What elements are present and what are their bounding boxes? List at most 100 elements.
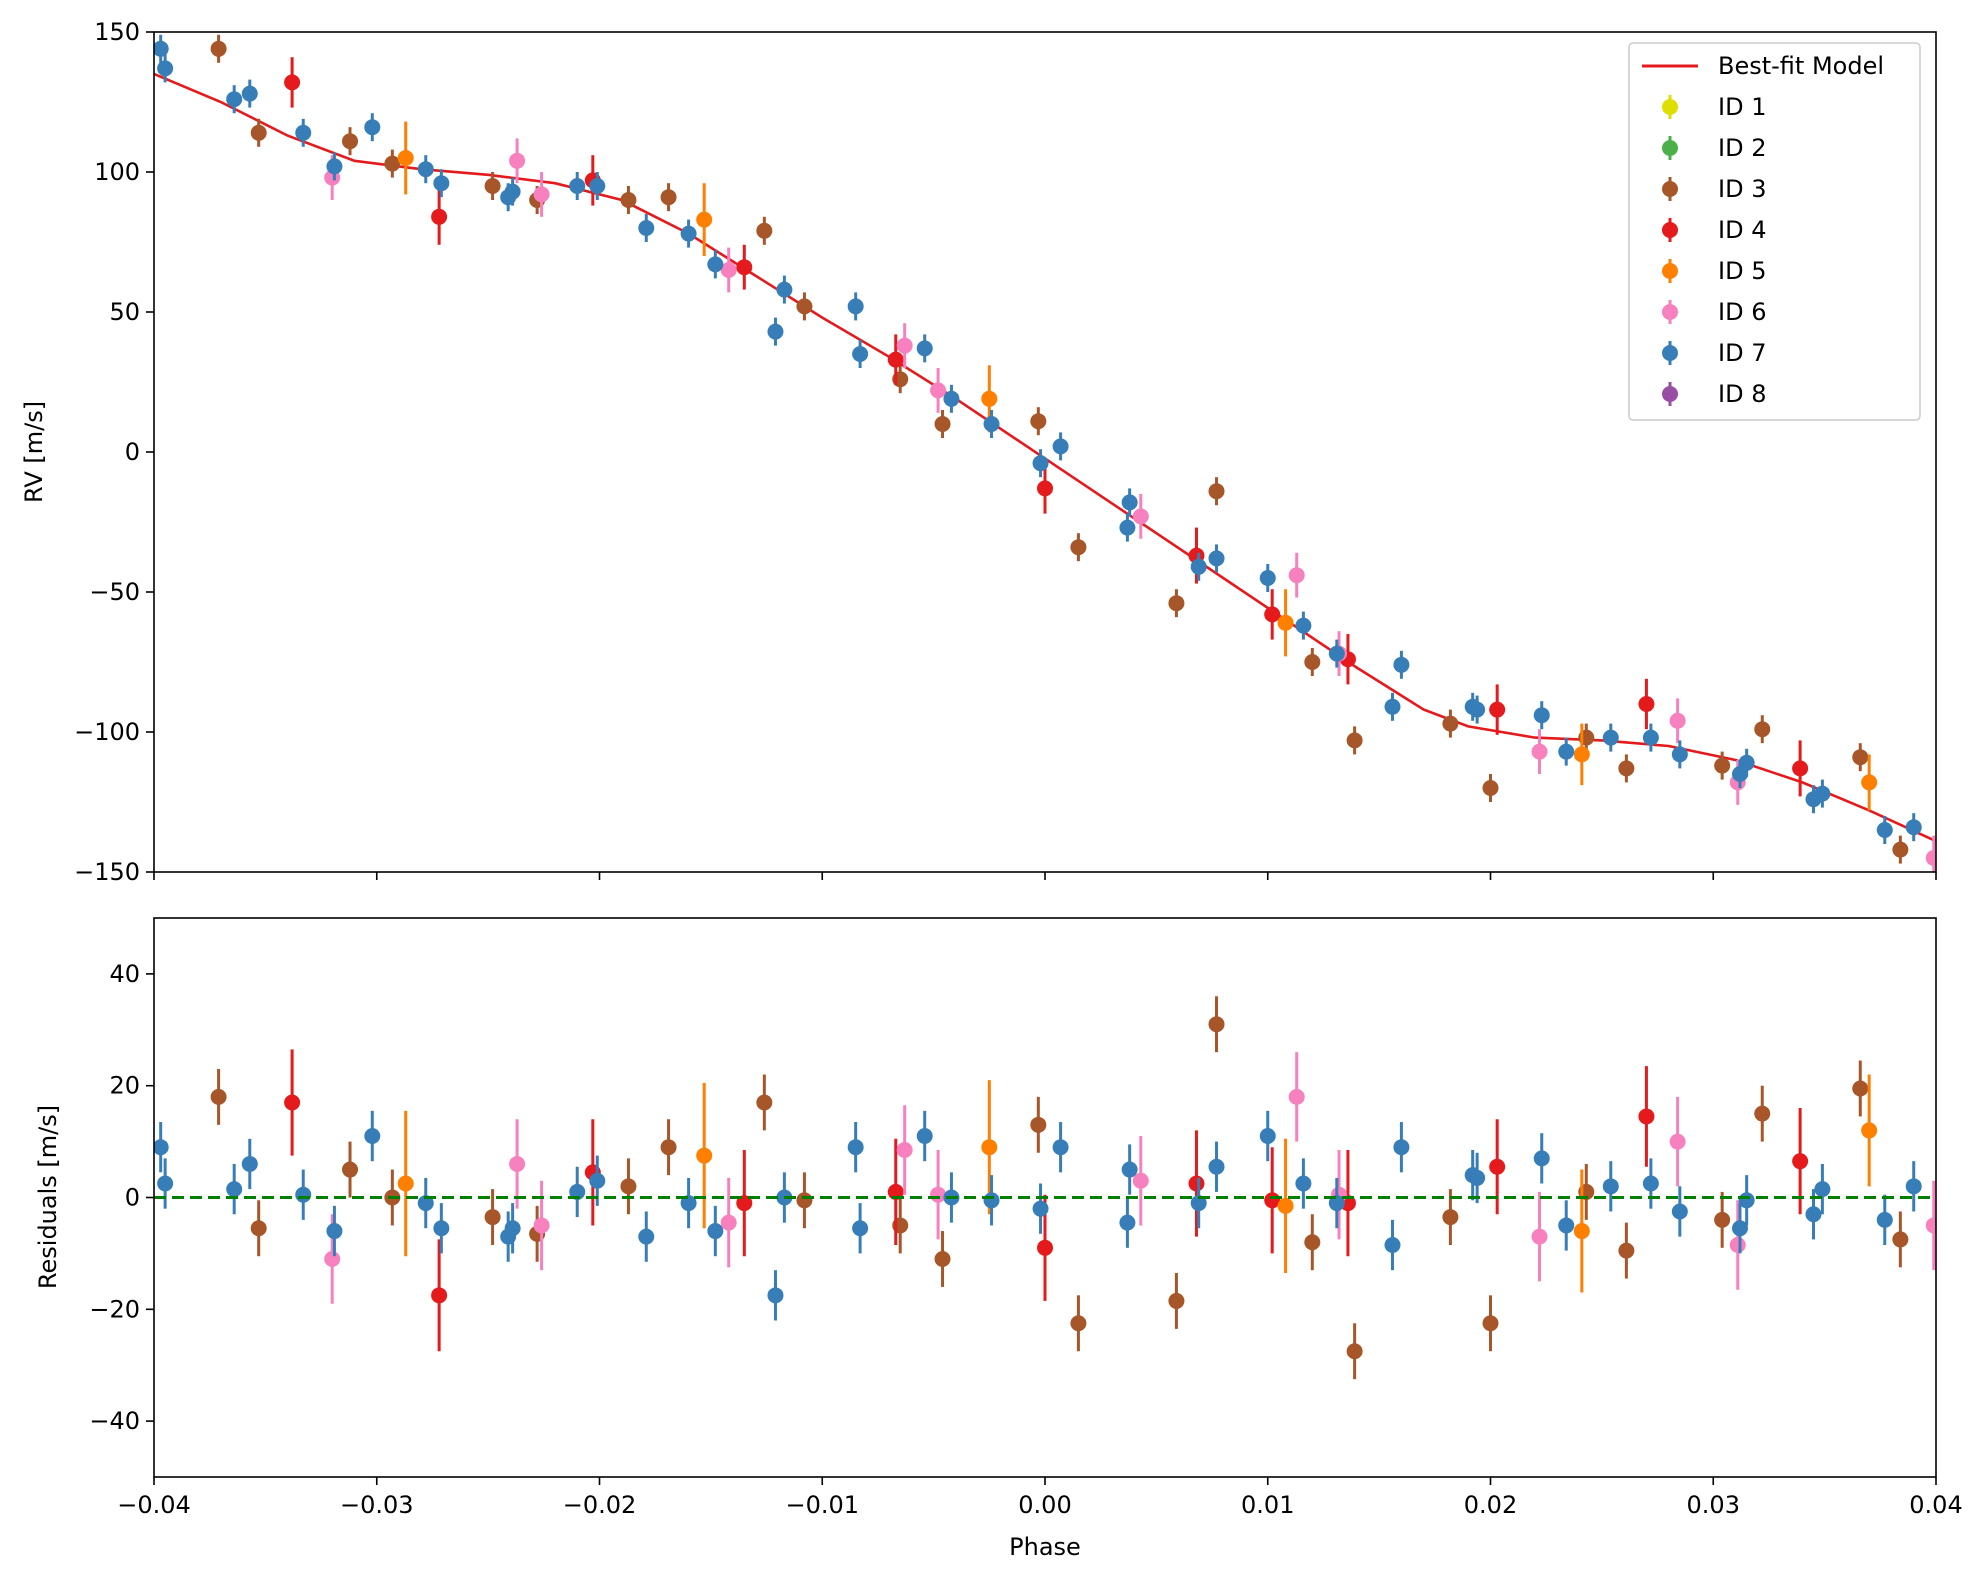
legend-marker-swatch [1662, 304, 1678, 320]
data-point [1190, 558, 1207, 575]
data-point [1168, 1292, 1185, 1309]
data-point [1259, 570, 1276, 586]
data-point [696, 1147, 713, 1164]
rv-y-ticks: 150 100 50 0 −50 −100 −150 [74, 18, 154, 886]
data-point [1905, 819, 1922, 836]
data-point [1892, 1231, 1909, 1248]
rv-plot-area [154, 34, 1936, 872]
data-point [157, 60, 174, 77]
rv-y-tick-label: −150 [74, 858, 140, 886]
data-point [417, 1195, 434, 1212]
rv-y-tick-label: 150 [94, 18, 140, 46]
legend-marker-swatch [1662, 140, 1678, 156]
data-point [1892, 841, 1909, 858]
data-point [1259, 1128, 1276, 1145]
data-point [638, 220, 655, 236]
data-point [1754, 721, 1771, 738]
data-point [241, 85, 258, 102]
data-point [1876, 1211, 1893, 1228]
data-point [1070, 1315, 1087, 1332]
data-point [1328, 645, 1345, 662]
data-point [533, 1217, 550, 1234]
data-point [1852, 749, 1869, 766]
legend-label: ID 7 [1718, 339, 1766, 367]
data-point [397, 1175, 414, 1192]
data-point [569, 1183, 586, 1200]
data-point [696, 211, 713, 228]
rv-x-ticks [153, 872, 1937, 880]
data-point [1905, 1178, 1922, 1195]
residuals-y-tick-label: 40 [109, 960, 140, 988]
data-point [1328, 1195, 1345, 1212]
data-point [638, 1228, 655, 1245]
data-point [736, 259, 753, 276]
data-point [1861, 1122, 1878, 1139]
data-point [1070, 539, 1087, 556]
data-point [1032, 1200, 1049, 1217]
data-point [509, 1155, 526, 1172]
data-point [1393, 656, 1410, 673]
data-point [1642, 729, 1659, 746]
data-point [1602, 729, 1619, 746]
data-point [767, 323, 784, 340]
data-point [210, 40, 227, 57]
data-point [364, 119, 381, 136]
x-tick-label: 0.02 [1464, 1491, 1517, 1519]
residuals-panel: 40 20 0 −20 −40 −0.04 −0.03 −0.02 −0.01 0.00 0.01… [34, 917, 1963, 1561]
legend-frame [1628, 42, 1921, 421]
data-point [241, 1155, 258, 1172]
data-point [1738, 754, 1755, 771]
data-point [484, 1209, 501, 1226]
data-point [796, 298, 813, 315]
x-axis-label: Phase [1009, 1533, 1081, 1561]
residuals-y-tick-label: −40 [89, 1407, 140, 1435]
data-point [983, 416, 1000, 432]
legend-marker-swatch [1662, 222, 1678, 238]
data-point [1393, 1139, 1410, 1156]
data-point [930, 382, 947, 399]
data-point [433, 175, 450, 192]
data-point [1295, 1175, 1312, 1192]
data-point [934, 416, 951, 432]
data-point [916, 340, 933, 357]
data-point [1925, 1217, 1936, 1234]
data-point [1032, 455, 1049, 472]
data-point [1533, 707, 1550, 724]
data-point [756, 1094, 773, 1111]
data-point [847, 1139, 864, 1156]
data-point [660, 189, 677, 206]
data-point [1558, 743, 1575, 760]
data-point [1304, 654, 1321, 670]
data-point [1052, 438, 1069, 455]
data-point [1469, 701, 1486, 718]
data-point [1876, 822, 1893, 838]
rv-y-tick-label: −100 [74, 718, 140, 746]
data-point [364, 1128, 381, 1145]
data-point [504, 183, 521, 200]
legend-label: ID 8 [1718, 380, 1766, 408]
rv-y-axis-label: RV [m/s] [20, 401, 48, 503]
legend-marker-swatch [1662, 99, 1678, 115]
data-point [397, 150, 414, 166]
data-point [1384, 698, 1401, 715]
data-point [1442, 715, 1459, 732]
data-point [1638, 696, 1655, 712]
residuals-y-tick-label: −20 [89, 1295, 140, 1323]
data-point [589, 178, 606, 194]
legend-label: ID 6 [1718, 298, 1766, 326]
data-point [1277, 614, 1294, 631]
data-point [1052, 1139, 1069, 1156]
data-point [1188, 1175, 1205, 1192]
data-point [1792, 760, 1809, 777]
data-point [930, 1186, 947, 1203]
data-point [1384, 1237, 1401, 1254]
data-point [1533, 1150, 1550, 1167]
data-point [1573, 1223, 1590, 1240]
data-point [916, 1128, 933, 1145]
data-point [326, 158, 343, 175]
data-point [324, 1250, 341, 1267]
data-point [384, 155, 401, 172]
legend-marker-swatch [1662, 263, 1678, 279]
data-point [852, 346, 869, 362]
